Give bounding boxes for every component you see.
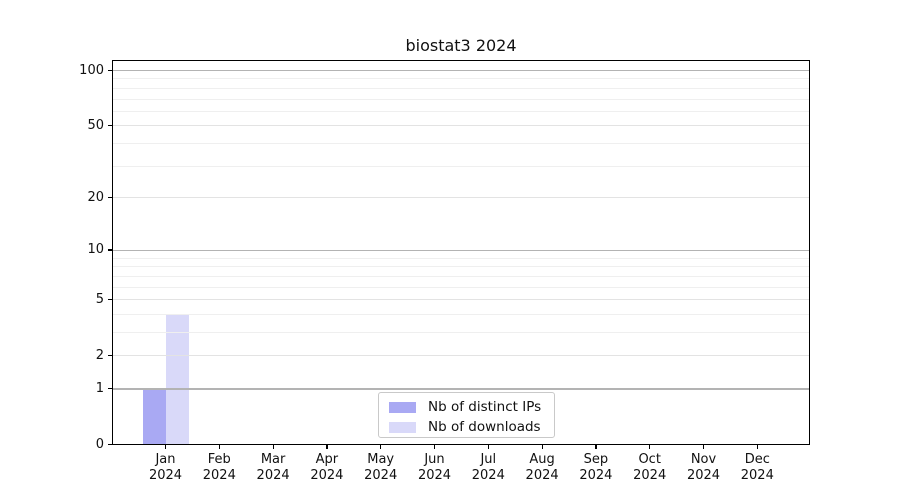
gridline-y-30 [112,165,810,167]
ytick-mark-0 [107,444,112,446]
xtick-year: 2024 [417,467,452,483]
xtick-mark-jun [434,445,436,450]
xtick-year: 2024 [310,467,344,483]
xtick-month: Oct [638,452,661,467]
xtick-month: Jul [480,452,497,467]
xtick-month: Aug [529,452,555,467]
xtick-year: 2024 [256,467,290,483]
xtick-month: Jun [424,452,445,467]
legend-row-nb-of-distinct-ips: Nb of distinct IPs [389,399,554,416]
xtick-label-jan: Jan 2024 [134,452,198,483]
xtick-label-aug: Aug 2024 [510,452,574,483]
xtick-year: 2024 [364,467,398,483]
ytick-label-100: 100 [79,62,104,78]
ytick-mark-50 [107,124,112,127]
xtick-label-sep: Sep 2024 [564,452,628,483]
gridline-y-9 [112,257,810,259]
xtick-label-nov: Nov 2024 [672,452,736,483]
ytick-label-1: 1 [95,380,104,396]
xtick-month: Feb [207,452,231,467]
xtick-mark-apr [326,445,328,450]
xtick-label-mar: Mar 2024 [241,452,305,483]
gridline-y-10 [112,249,810,252]
ytick-mark-20 [107,196,112,199]
gridline-y-2 [112,355,810,357]
chart-title: biostat3 2024 [405,36,517,55]
xtick-mark-mar [272,445,274,450]
xtick-month: Nov [690,452,717,467]
plot-border [112,60,810,445]
xtick-mark-may [380,445,382,450]
ytick-label-2: 2 [95,347,104,363]
xtick-label-oct: Oct 2024 [618,452,682,483]
ytick-mark-2 [107,354,112,357]
gridline-y-40 [112,143,810,145]
xtick-label-feb: Feb 2024 [187,452,251,483]
legend: Nb of distinct IPs Nb of downloads [378,392,555,438]
xtick-month: Dec [744,452,770,467]
ytick-label-0: 0 [95,437,104,452]
gridline-y-20 [112,197,810,199]
ytick-mark-5 [107,298,112,300]
xtick-year: 2024 [471,467,505,483]
legend-swatch [389,402,416,413]
gridline-y-70 [112,98,810,100]
gridline-y-6 [112,286,810,288]
xtick-label-jun: Jun 2024 [403,452,467,483]
legend-swatch [389,422,416,433]
xtick-mark-sep [595,445,597,450]
xtick-month: Jan [155,452,176,467]
xtick-year: 2024 [740,467,774,483]
gridline-y-60 [112,110,810,112]
ytick-label-20: 20 [87,189,104,205]
xtick-month: May [367,452,395,467]
xtick-mark-oct [649,445,651,450]
gridline-y-50 [112,125,810,127]
ytick-label-10: 10 [87,242,104,258]
xtick-mark-jan [165,445,167,450]
gridline-y-100 [112,70,810,72]
xtick-mark-nov [703,445,705,450]
xtick-mark-jul [487,445,490,450]
legend-label: Nb of downloads [428,419,541,435]
ytick-mark-100 [107,69,112,71]
gridline-y-5 [112,299,810,301]
bar-jan-nb-of-downloads [165,313,189,445]
xtick-month: Apr [315,452,339,467]
xtick-year: 2024 [686,467,721,483]
xtick-mark-feb [218,445,221,450]
gridline-y-1 [112,388,810,390]
xtick-year: 2024 [525,467,559,483]
xtick-year: 2024 [579,467,613,483]
xtick-month: Mar [260,452,286,467]
xtick-mark-dec [756,445,759,450]
gridline-y-8 [112,266,810,268]
legend-row-nb-of-downloads: Nb of downloads [389,419,554,436]
gridline-y-3 [112,332,810,333]
gridline-y-4 [112,313,810,315]
xtick-year: 2024 [202,467,236,483]
ytick-label-50: 50 [87,117,104,133]
gridline-y-90 [112,78,810,80]
xtick-year: 2024 [633,467,667,483]
ytick-label-5: 5 [95,291,104,307]
gridline-y-80 [112,87,810,89]
xtick-month: Sep [583,452,609,467]
xtick-label-dec: Dec 2024 [725,452,789,483]
xtick-label-may: May 2024 [349,452,413,483]
xtick-label-apr: Apr 2024 [295,452,359,483]
ytick-mark-10 [107,249,112,251]
bar-jan-nb-of-distinct-ips [142,388,166,445]
xtick-year: 2024 [148,467,183,483]
xtick-label-jul: Jul 2024 [456,452,520,483]
gridline-y-7 [112,275,810,277]
xtick-mark-aug [541,445,543,450]
legend-label: Nb of distinct IPs [428,399,542,415]
ytick-mark-1 [107,387,112,390]
